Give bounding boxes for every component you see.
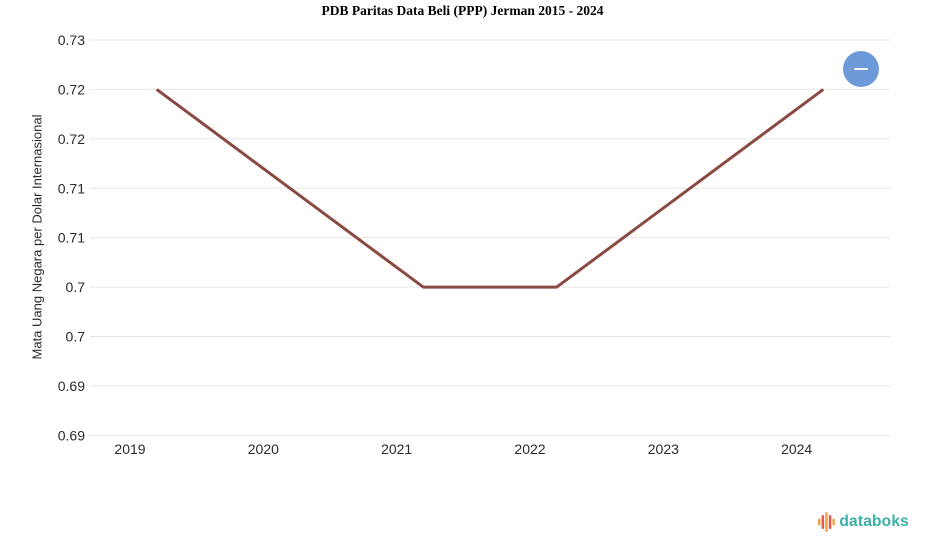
x-tick-label: 2020 xyxy=(248,441,279,457)
logo-bar xyxy=(829,515,832,529)
y-tick-label: 0.69 xyxy=(58,427,85,443)
y-tick-label: 0.7 xyxy=(66,279,86,295)
logo-bar xyxy=(818,518,821,526)
y-tick-label: 0.71 xyxy=(58,180,85,196)
databoks-logo[interactable]: databoks xyxy=(818,510,909,534)
data-line xyxy=(155,88,825,289)
x-tick-label: 2021 xyxy=(381,441,412,457)
logo-bar xyxy=(832,518,836,526)
y-tick-label: 0.72 xyxy=(58,81,85,97)
x-tick-label: 2024 xyxy=(781,441,812,457)
chart-title: PDB Paritas Data Beli (PPP) Jerman 2015 … xyxy=(321,3,604,18)
databoks-logo-icon xyxy=(818,512,836,532)
x-tick-label: 2022 xyxy=(514,441,545,457)
y-tick-label: 0.69 xyxy=(58,378,85,394)
zoom-out-button[interactable] xyxy=(843,51,879,87)
y-tick-label: 0.73 xyxy=(58,32,85,48)
databoks-logo-text: databoks xyxy=(839,513,909,530)
y-tick-label: 0.72 xyxy=(58,131,85,147)
y-tick-label: 0.7 xyxy=(66,329,86,345)
x-tick-label: 2023 xyxy=(648,441,679,457)
line-chart: 0.73 0.72 0.72 0.71 0.71 0.7 0.7 0.69 0.69 2019 20… xyxy=(58,32,890,457)
y-tick-label: 0.71 xyxy=(58,230,85,246)
logo-bar xyxy=(821,515,825,529)
minus-icon xyxy=(854,67,868,71)
logo-bar xyxy=(825,512,829,532)
x-tick-label: 2019 xyxy=(114,441,145,457)
